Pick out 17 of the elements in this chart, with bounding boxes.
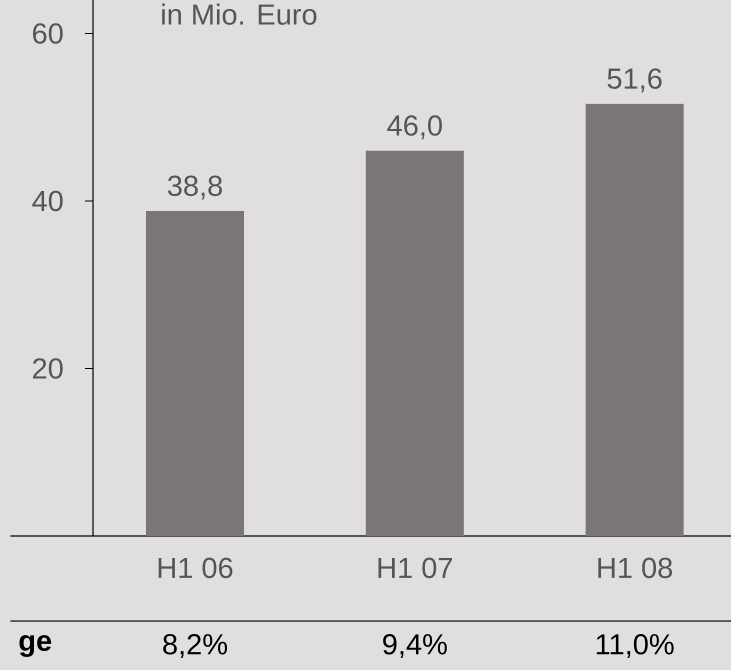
- data-label: 46,0: [387, 115, 442, 140]
- y-tick-label: 40: [32, 190, 63, 212]
- data-label: 38,8: [168, 176, 222, 200]
- bar: [366, 150, 464, 536]
- text: 9,4%: [383, 634, 447, 658]
- bar: [586, 104, 684, 536]
- chart-subtitle: in Mio. Euro: [162, 4, 316, 25]
- y-tick-label: 20: [33, 358, 63, 379]
- x-tick-label: H1 08: [598, 558, 672, 578]
- text: ge: [19, 635, 52, 657]
- x-tick-label: H1 06: [158, 558, 232, 578]
- text: 8,2%: [163, 634, 228, 658]
- bar: [146, 211, 244, 536]
- y-tick-label: 60: [33, 23, 63, 44]
- x-tick-label: H1 07: [378, 558, 452, 578]
- text: 11,0%: [596, 634, 674, 658]
- data-label: 51,6: [608, 68, 662, 92]
